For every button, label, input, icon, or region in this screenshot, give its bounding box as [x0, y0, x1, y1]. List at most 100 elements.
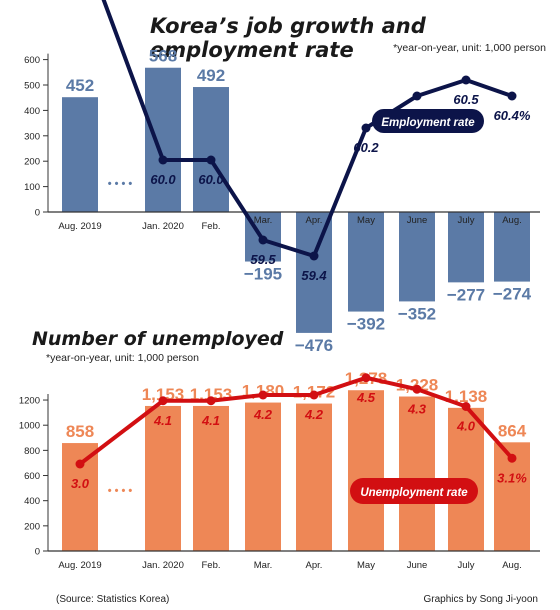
category-label: Feb.: [201, 221, 220, 232]
y-tick-label: 0: [35, 547, 40, 558]
y-tick-label: 200: [24, 157, 40, 168]
job-value-label: −277: [447, 285, 485, 304]
job-rate-point: [258, 235, 268, 245]
y-tick-label: 400: [24, 496, 40, 507]
category-label: Jan. 2020: [142, 221, 184, 232]
job-bar: [145, 67, 181, 212]
unemployment-rate-legend: [350, 478, 478, 504]
job-bar: [494, 212, 530, 282]
unemp-bar: [296, 403, 332, 551]
job-rate-label: 59.5: [250, 252, 276, 267]
job-rate-point: [507, 91, 517, 101]
unemp-rate-point: [206, 396, 216, 406]
category-label: Jan. 2020: [142, 560, 184, 571]
category-label: Aug. 2019: [58, 221, 101, 232]
category-label: July: [458, 560, 475, 571]
job-rate-point: [309, 251, 319, 261]
job-rate-point: [206, 155, 216, 165]
unemp-rate-point: [309, 390, 319, 400]
category-label: May: [357, 560, 375, 571]
unemployment-rate-legend-label: Unemployment rate: [360, 487, 468, 499]
y-tick-label: 1200: [19, 396, 40, 407]
unemp-rate-point: [158, 396, 168, 406]
job-rate-label: 60.0: [198, 172, 224, 187]
job-rate-label: 60.4%: [494, 108, 531, 123]
category-label: Mar.: [254, 215, 272, 226]
category-label: Feb.: [201, 560, 220, 571]
job-bar: [348, 212, 384, 312]
chart-note: *year-on-year, unit: 1,000 person: [393, 42, 546, 54]
unemp-bar: [399, 396, 435, 551]
category-label: June: [407, 215, 428, 226]
job-rate-label: 60.0: [150, 172, 176, 187]
category-label: Aug. 2019: [58, 560, 101, 571]
job-rate-point: [158, 155, 168, 165]
category-label: Aug.: [502, 560, 522, 571]
unemp-bar: [145, 405, 181, 551]
job-value-label: −274: [493, 285, 532, 304]
unemp-rate-label: 4.1: [201, 413, 220, 428]
unemp-rate-label: 4.0: [456, 419, 476, 434]
unemp-rate-label: 4.1: [153, 413, 172, 428]
unemp-rate-label: 4.5: [356, 390, 376, 405]
y-tick-label: 500: [24, 81, 40, 92]
job-rate-point: [412, 91, 422, 101]
job-rate-label: 59.4: [301, 268, 327, 283]
y-tick-label: 600: [24, 471, 40, 482]
unemp-value-label: 864: [498, 421, 527, 440]
category-label: May: [357, 215, 375, 226]
job-rate-point: [361, 123, 371, 133]
y-tick-label: 200: [24, 521, 40, 532]
unemp-rate-label: 4.3: [407, 401, 427, 416]
y-tick-label: 0: [35, 208, 40, 219]
category-label: July: [458, 215, 475, 226]
unemp-rate-point: [258, 390, 268, 400]
job-value-label: 452: [66, 76, 94, 95]
job-rate-label: 60.2: [353, 140, 379, 155]
category-label: Apr.: [306, 215, 323, 226]
y-tick-label: 800: [24, 446, 40, 457]
unemp-rate-point: [75, 459, 85, 469]
unemployed-title: Number of unemployed: [32, 328, 284, 350]
job-value-label: −392: [347, 315, 385, 334]
category-label: Mar.: [254, 560, 272, 571]
job-rate-point: [461, 75, 471, 85]
unemp-bar: [62, 443, 98, 551]
unemp-rate-label: 3.0: [71, 476, 90, 491]
job-value-label: −195: [244, 265, 282, 284]
job-value-label: 492: [197, 66, 225, 85]
unemp-rate-label: 3.1%: [497, 470, 527, 485]
job-bar: [296, 212, 332, 333]
employment-rate-legend-label: Employment rate: [381, 117, 475, 129]
axis-break-dots: • • • •: [108, 485, 133, 497]
source-note: (Source: Statistics Korea): [56, 594, 170, 605]
unemp-value-label: 858: [66, 422, 94, 441]
unemp-rate-point: [412, 384, 422, 394]
unemp-rate-label: 4.2: [253, 407, 273, 422]
category-label: Aug.: [502, 215, 522, 226]
employment-rate-legend: [372, 109, 484, 133]
unemp-bar: [245, 402, 281, 551]
unemp-rate-label: 4.2: [304, 407, 324, 422]
y-tick-label: 600: [24, 55, 40, 66]
job-value-label: −476: [295, 336, 333, 355]
y-tick-label: 100: [24, 182, 40, 193]
job-value-label: −352: [398, 304, 436, 323]
axis-break-dots: • • • •: [108, 178, 133, 190]
job-bar: [62, 97, 98, 212]
unemp-rate-point: [361, 373, 371, 383]
unemployed-note: *year-on-year, unit: 1,000 person: [46, 352, 199, 364]
unemp-bar: [193, 405, 229, 551]
y-tick-label: 400: [24, 106, 40, 117]
job-bar: [448, 212, 484, 283]
job-bar: [399, 212, 435, 302]
y-tick-label: 300: [24, 131, 40, 142]
job-value-label: 568: [149, 47, 177, 66]
graphics-credit: Graphics by Song Ji-yoon: [423, 594, 538, 605]
unemp-bar: [348, 390, 384, 551]
unemp-rate-point: [507, 453, 517, 463]
unemp-rate-point: [461, 402, 471, 411]
category-label: June: [407, 560, 428, 571]
category-label: Apr.: [306, 560, 323, 571]
